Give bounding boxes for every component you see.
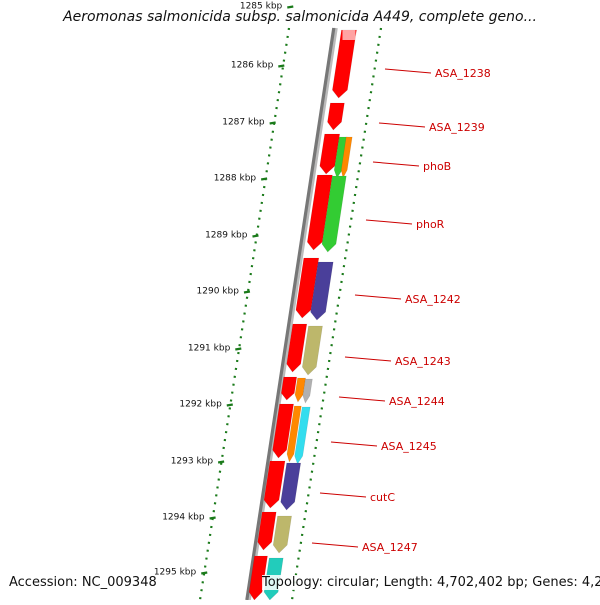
ruler-tick bbox=[260, 177, 268, 181]
ruler-tick bbox=[226, 403, 233, 407]
ruler-label: 1289 kbp bbox=[205, 231, 248, 241]
gene-label: ASA_1242 bbox=[405, 293, 461, 306]
gene-callout-line bbox=[354, 294, 402, 300]
gene-label: phoB bbox=[423, 160, 451, 173]
gene-callout-line bbox=[319, 492, 367, 498]
gene-feature-arrow bbox=[340, 136, 353, 179]
ruler-tick bbox=[252, 234, 259, 238]
gene-feature-arrow bbox=[302, 378, 313, 404]
ruler-tick bbox=[217, 460, 225, 464]
outer-dotted-ring bbox=[290, 27, 383, 601]
gene-feature-arrow bbox=[327, 102, 345, 131]
gene-feature-arrow bbox=[295, 257, 320, 319]
gene-callout-line bbox=[372, 161, 420, 167]
ruler-tick bbox=[269, 121, 276, 125]
accession-label: Accession: NC_009348 bbox=[9, 575, 157, 590]
gene-label: phoR bbox=[416, 218, 445, 231]
ruler-label: 1287 kbp bbox=[222, 118, 265, 128]
gene-callout-line bbox=[378, 122, 426, 128]
genome-summary: Topology: circular; Length: 4,702,402 bp… bbox=[262, 575, 600, 590]
gene-feature-arrow bbox=[280, 462, 302, 511]
gene-callout-line bbox=[330, 441, 378, 447]
gene-callout-line bbox=[384, 68, 432, 74]
gene-feature-arrow bbox=[310, 261, 334, 321]
ruler-label: 1291 kbp bbox=[188, 344, 231, 354]
ruler-tick bbox=[201, 571, 208, 575]
ruler-tick bbox=[243, 290, 251, 294]
gene-feature-arrow bbox=[280, 376, 298, 401]
gene-label: ASA_1238 bbox=[435, 67, 491, 80]
gene-feature-arrow bbox=[257, 511, 277, 551]
backbone-shadow bbox=[246, 27, 338, 601]
gene-feature-arrow bbox=[332, 29, 357, 99]
gene-feature-arrow bbox=[272, 515, 292, 554]
gene-callout-line bbox=[311, 542, 359, 548]
ruler-label: 1285 kbp bbox=[240, 2, 283, 12]
gene-feature-arrow bbox=[321, 175, 347, 253]
gene-feature-arrow bbox=[319, 133, 341, 175]
ruler-label: 1286 kbp bbox=[231, 61, 274, 71]
ruler-label: 1290 kbp bbox=[197, 287, 240, 297]
ruler-label: 1294 kbp bbox=[162, 513, 205, 523]
gene-feature-arrow bbox=[286, 323, 308, 373]
gene-callout-line bbox=[344, 356, 392, 362]
ruler-tick bbox=[235, 347, 242, 351]
ruler-tick bbox=[287, 5, 294, 9]
ruler-tick bbox=[209, 516, 216, 520]
gene-label: ASA_1245 bbox=[381, 440, 437, 453]
gene-feature-arrow bbox=[333, 136, 348, 179]
map-title: Aeromonas salmonicida subsp. salmonicida… bbox=[63, 9, 537, 25]
gene-label: ASA_1239 bbox=[429, 121, 485, 134]
gene-label: ASA_1247 bbox=[362, 541, 418, 554]
gene-label: ASA_1244 bbox=[389, 395, 445, 408]
gene-label: cutC bbox=[370, 491, 395, 504]
feature-highlight bbox=[342, 30, 356, 40]
gene-feature-arrow bbox=[272, 403, 294, 459]
gene-callout-line bbox=[338, 396, 386, 402]
gene-feature-arrow bbox=[294, 377, 306, 403]
gene-feature-arrow bbox=[294, 406, 311, 465]
ruler-label: 1295 kbp bbox=[154, 568, 197, 578]
gene-feature-arrow bbox=[286, 405, 302, 463]
ruler-tick bbox=[278, 64, 285, 68]
gene-callout-line bbox=[365, 219, 413, 225]
ruler-label: 1293 kbp bbox=[171, 457, 214, 467]
gene-feature-arrow bbox=[306, 174, 333, 251]
gene-feature-arrow bbox=[263, 460, 286, 509]
gene-feature-arrow bbox=[248, 555, 268, 601]
genome-backbone bbox=[245, 27, 336, 601]
ruler-label: 1288 kbp bbox=[214, 174, 257, 184]
ruler-label: 1292 kbp bbox=[179, 400, 222, 410]
gene-label: ASA_1243 bbox=[395, 355, 451, 368]
gene-feature-arrow bbox=[301, 325, 323, 376]
